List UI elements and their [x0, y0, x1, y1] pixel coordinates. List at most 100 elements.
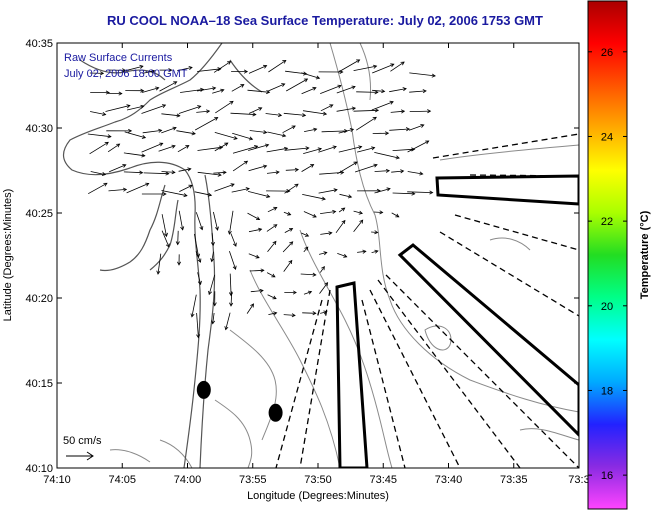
current-vector: [319, 282, 329, 294]
current-vector: [353, 64, 378, 71]
current-vector: [357, 146, 376, 153]
current-vector: [90, 90, 110, 95]
current-vector: [190, 294, 197, 318]
current-vector: [107, 68, 127, 73]
x-axis-label: Longitude (Degrees:Minutes): [247, 490, 389, 502]
current-vector: [126, 182, 150, 194]
current-vector: [248, 64, 268, 74]
current-vector: [283, 211, 292, 216]
current-vector: [123, 152, 146, 158]
current-vector: [303, 147, 323, 154]
current-vector: [197, 86, 217, 92]
colorbar-tick-label: 18: [601, 385, 613, 397]
current-vector: [213, 170, 227, 175]
current-vector: [266, 272, 276, 278]
contour-line: [214, 399, 253, 468]
current-vector: [248, 143, 270, 151]
current-vector: [301, 164, 315, 172]
colorbar: 26 24 22 20 18 16 Temperature (°C): [587, 0, 651, 510]
coast-creek: [229, 59, 263, 93]
contour-line: [359, 43, 371, 101]
beam-line: [454, 214, 579, 251]
current-vector: [177, 254, 182, 266]
current-vector: [372, 131, 390, 136]
current-vector: [301, 72, 321, 80]
current-vector: [108, 187, 128, 192]
current-vector: [107, 143, 121, 153]
current-vector: [195, 212, 204, 231]
current-vector: [105, 104, 131, 112]
current-vector: [284, 290, 297, 295]
current-vector: [300, 272, 317, 277]
current-vector: [249, 268, 265, 273]
current-vector: [372, 89, 386, 94]
current-vector: [90, 111, 107, 116]
x-tick-label: 73:40: [435, 474, 463, 486]
current-vector: [125, 88, 145, 93]
current-vector: [268, 59, 287, 73]
current-vector: [283, 259, 293, 272]
current-vector: [389, 127, 411, 132]
current-vector: [87, 133, 112, 139]
station-west: [196, 380, 211, 399]
contour-line: [159, 439, 193, 468]
current-vector: [389, 87, 407, 93]
current-vector: [391, 169, 405, 174]
colorbar-label: Temperature (°C): [639, 210, 651, 299]
exclusion-zones: [335, 174, 579, 468]
current-vector: [353, 108, 380, 113]
current-vector: [338, 207, 346, 213]
current-vector: [210, 251, 215, 263]
current-vector: [390, 61, 405, 72]
contour-line: [329, 43, 579, 413]
current-vector: [88, 182, 108, 195]
current-vector: [318, 145, 337, 153]
current-vector: [267, 206, 278, 213]
current-vector: [90, 171, 107, 176]
colorbar-gradient: [587, 0, 628, 510]
coast-creek: [79, 59, 166, 81]
current-vector: [407, 190, 434, 195]
current-vector: [371, 100, 394, 111]
current-vector: [197, 171, 222, 177]
station-east: [268, 403, 283, 422]
beam-line: [469, 174, 579, 177]
current-vector: [161, 170, 176, 175]
current-vector: [301, 232, 310, 237]
current-vector: [336, 106, 357, 112]
colorbar-tick-label: 16: [601, 470, 613, 482]
y-axis-label: Latitude (Degrees:Minutes): [2, 189, 14, 322]
current-vector: [282, 241, 294, 253]
current-vector: [214, 132, 238, 140]
current-vector: [267, 131, 287, 138]
y-axis: 40:35 40:30 40:25 40:20 40:15 40:10: [25, 38, 579, 475]
current-vector: [232, 132, 254, 141]
current-vector: [231, 69, 249, 74]
y-tick-label: 40:30: [25, 123, 53, 135]
current-vector: [126, 104, 145, 111]
coast-main: [62, 43, 223, 468]
current-vector: [249, 130, 268, 135]
current-vector: [180, 87, 205, 93]
current-vector: [304, 127, 318, 132]
x-tick-label: 73:50: [304, 474, 332, 486]
current-vector: [409, 109, 432, 114]
x-tick-label: 74:10: [43, 474, 71, 486]
current-vector: [141, 104, 167, 114]
current-vector: [178, 105, 202, 114]
coast-bay: [99, 184, 166, 272]
current-vector: [196, 109, 211, 114]
current-vector: [392, 147, 416, 152]
current-vector: [320, 84, 342, 94]
current-vector: [141, 86, 160, 93]
current-vector: [267, 294, 277, 300]
beam-line: [369, 289, 461, 468]
current-vector: [284, 183, 299, 194]
y-tick-label: 40:20: [25, 293, 53, 305]
chart-title: RU COOL NOAA–18 Sea Surface Temperature:…: [107, 13, 543, 28]
current-vector: [177, 66, 193, 72]
current-vector: [208, 274, 216, 296]
current-vector: [320, 310, 328, 315]
current-vector: [267, 83, 286, 92]
current-vector: [213, 61, 232, 73]
